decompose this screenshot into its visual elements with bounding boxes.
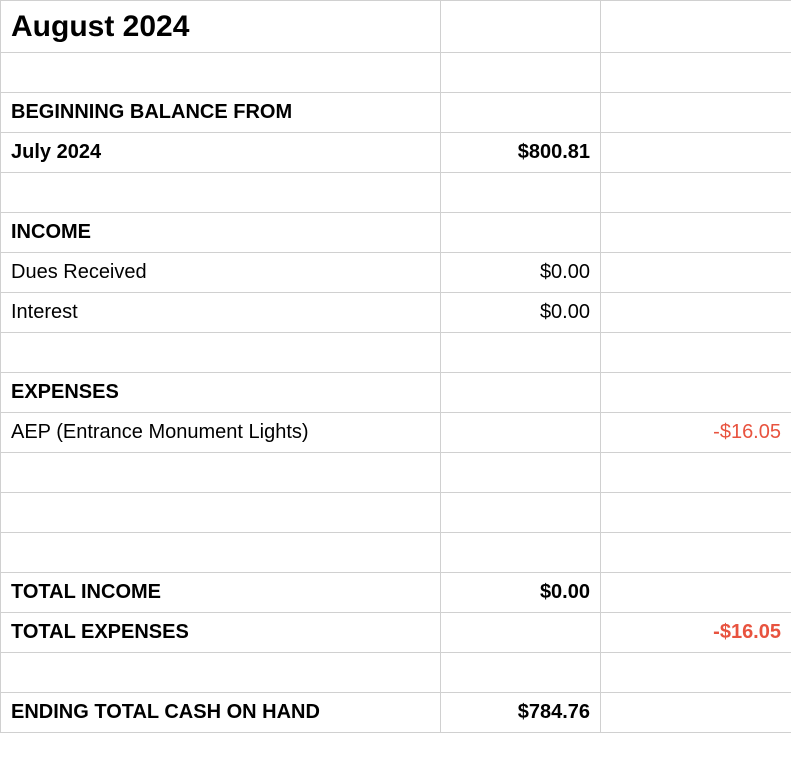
empty-cell bbox=[1, 533, 441, 573]
empty-cell bbox=[601, 533, 791, 573]
blank-row bbox=[1, 173, 791, 213]
expense-amount: -$16.05 bbox=[601, 413, 791, 453]
empty-cell bbox=[441, 53, 601, 93]
empty-cell bbox=[441, 493, 601, 533]
total-income-label: TOTAL INCOME bbox=[1, 573, 441, 613]
blank-row bbox=[1, 453, 791, 493]
empty-cell bbox=[601, 453, 791, 493]
report-title: August 2024 bbox=[1, 1, 441, 53]
beginning-balance-header-row: BEGINNING BALANCE FROM bbox=[1, 93, 791, 133]
empty-cell bbox=[441, 533, 601, 573]
empty-cell bbox=[601, 133, 791, 173]
beginning-balance-month: July 2024 bbox=[1, 133, 441, 173]
expense-label: AEP (Entrance Monument Lights) bbox=[1, 413, 441, 453]
empty-cell bbox=[441, 333, 601, 373]
empty-cell bbox=[601, 333, 791, 373]
empty-cell bbox=[1, 333, 441, 373]
empty-cell bbox=[601, 293, 791, 333]
financial-report-table: August 2024 BEGINNING BALANCE FROM July … bbox=[0, 0, 791, 733]
empty-cell bbox=[441, 93, 601, 133]
empty-cell bbox=[601, 173, 791, 213]
empty-cell bbox=[441, 653, 601, 693]
ending-row: ENDING TOTAL CASH ON HAND $784.76 bbox=[1, 693, 791, 733]
blank-row bbox=[1, 333, 791, 373]
empty-cell bbox=[1, 53, 441, 93]
expenses-header-row: EXPENSES bbox=[1, 373, 791, 413]
empty-cell bbox=[601, 53, 791, 93]
empty-cell bbox=[1, 493, 441, 533]
empty-cell bbox=[441, 613, 601, 653]
total-expenses-amount: -$16.05 bbox=[601, 613, 791, 653]
income-header-row: INCOME bbox=[1, 213, 791, 253]
total-expenses-row: TOTAL EXPENSES -$16.05 bbox=[1, 613, 791, 653]
total-expenses-label: TOTAL EXPENSES bbox=[1, 613, 441, 653]
expenses-header: EXPENSES bbox=[1, 373, 441, 413]
income-label: Dues Received bbox=[1, 253, 441, 293]
empty-cell bbox=[441, 453, 601, 493]
income-label: Interest bbox=[1, 293, 441, 333]
beginning-balance-header: BEGINNING BALANCE FROM bbox=[1, 93, 441, 133]
total-income-row: TOTAL INCOME $0.00 bbox=[1, 573, 791, 613]
income-row: Dues Received $0.00 bbox=[1, 253, 791, 293]
empty-cell bbox=[441, 213, 601, 253]
income-header: INCOME bbox=[1, 213, 441, 253]
expense-row: AEP (Entrance Monument Lights) -$16.05 bbox=[1, 413, 791, 453]
income-amount: $0.00 bbox=[441, 293, 601, 333]
empty-cell bbox=[601, 693, 791, 733]
empty-cell bbox=[601, 493, 791, 533]
ending-label: ENDING TOTAL CASH ON HAND bbox=[1, 693, 441, 733]
empty-cell bbox=[601, 1, 791, 53]
blank-row bbox=[1, 53, 791, 93]
blank-row bbox=[1, 653, 791, 693]
income-row: Interest $0.00 bbox=[1, 293, 791, 333]
empty-cell bbox=[441, 373, 601, 413]
beginning-balance-row: July 2024 $800.81 bbox=[1, 133, 791, 173]
empty-cell bbox=[441, 1, 601, 53]
empty-cell bbox=[601, 653, 791, 693]
empty-cell bbox=[601, 573, 791, 613]
empty-cell bbox=[601, 93, 791, 133]
empty-cell bbox=[601, 213, 791, 253]
total-income-amount: $0.00 bbox=[441, 573, 601, 613]
empty-cell bbox=[601, 253, 791, 293]
blank-row bbox=[1, 493, 791, 533]
title-row: August 2024 bbox=[1, 1, 791, 53]
empty-cell bbox=[441, 173, 601, 213]
empty-cell bbox=[441, 413, 601, 453]
blank-row bbox=[1, 533, 791, 573]
beginning-balance-amount: $800.81 bbox=[441, 133, 601, 173]
income-amount: $0.00 bbox=[441, 253, 601, 293]
empty-cell bbox=[1, 453, 441, 493]
empty-cell bbox=[1, 653, 441, 693]
empty-cell bbox=[601, 373, 791, 413]
ending-amount: $784.76 bbox=[441, 693, 601, 733]
empty-cell bbox=[1, 173, 441, 213]
